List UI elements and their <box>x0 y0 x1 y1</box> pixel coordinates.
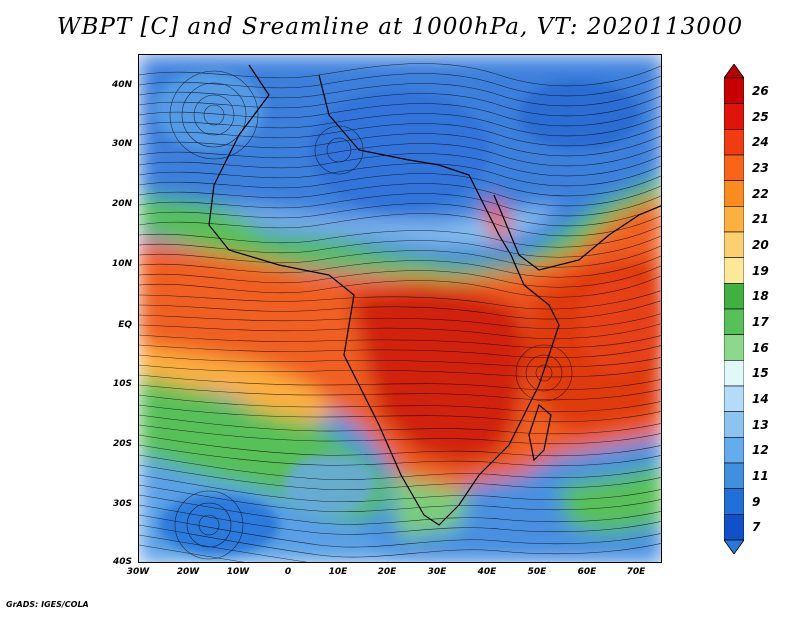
colorbar-bottom-arrow <box>724 539 744 554</box>
colorbar-swatch <box>724 514 744 541</box>
colorbar-label: 18 <box>752 289 769 304</box>
lat-tick-label: 30N <box>111 139 132 149</box>
colorbar-swatch <box>724 283 744 310</box>
colorbar-label: 16 <box>752 340 769 355</box>
lat-tick-label: 10S <box>112 379 132 389</box>
lon-tick-label: 30E <box>427 567 447 577</box>
colorbar-swatch <box>724 334 744 361</box>
colorbar-label: 21 <box>752 212 769 227</box>
colorbar-swatch <box>724 385 744 412</box>
colorbar-label: 25 <box>752 109 769 124</box>
colorbar-label: 23 <box>752 160 769 175</box>
colorbar-label: 15 <box>752 366 769 381</box>
colorbar-swatch <box>724 154 744 181</box>
lon-tick-label: 30W <box>126 567 150 577</box>
lon-tick-label: 20W <box>176 567 200 577</box>
credit-label: GrADS: IGES/COLA <box>6 600 89 609</box>
lon-tick-label: 10E <box>328 567 348 577</box>
colorbar-swatch <box>724 462 744 489</box>
lon-tick-label: 20E <box>377 567 397 577</box>
lat-tick-label: 40S <box>112 557 132 567</box>
colorbar-label: 20 <box>752 237 769 252</box>
colorbar-top-arrow <box>724 64 744 79</box>
colorbar-swatch <box>724 77 744 104</box>
colorbar-swatch <box>724 308 744 335</box>
lat-tick-label: 10N <box>111 259 132 269</box>
colorbar-swatch <box>724 437 744 464</box>
lat-tick-label: 30S <box>112 499 132 509</box>
lat-tick-label: 20S <box>112 439 132 449</box>
streamlines <box>139 63 661 562</box>
lon-tick-label: 40E <box>477 567 497 577</box>
colorbar-swatch <box>724 129 744 156</box>
lon-tick-label: 0 <box>284 567 292 577</box>
map-canvas <box>139 55 661 562</box>
colorbar-label: 22 <box>752 186 769 201</box>
lon-tick-label: 60E <box>577 567 597 577</box>
colorbar-swatch <box>724 180 744 207</box>
colorbar-swatch <box>724 103 744 130</box>
colorbar <box>724 64 744 554</box>
lon-tick-label: 10W <box>226 567 250 577</box>
colorbar-swatch <box>724 206 744 233</box>
coastlines <box>208 64 661 526</box>
colorbar-label: 26 <box>752 83 769 98</box>
colorbar-label: 13 <box>752 417 769 432</box>
colorbar-label: 24 <box>752 135 769 150</box>
colorbar-swatch <box>724 488 744 515</box>
colorbar-label: 9 <box>752 494 761 509</box>
lon-tick-label: 50E <box>527 567 547 577</box>
lat-tick-label: 20N <box>111 199 132 209</box>
lon-tick-label: 70E <box>626 567 646 577</box>
colorbar-label: 17 <box>752 314 769 329</box>
lat-tick-label: EQ <box>118 320 132 330</box>
colorbar-label: 11 <box>752 468 769 483</box>
wbpt-streamline-map <box>138 54 662 563</box>
colorbar-label: 14 <box>752 391 769 406</box>
colorbar-label: 7 <box>752 520 761 535</box>
colorbar-label: 19 <box>752 263 769 278</box>
colorbar-label: 12 <box>752 443 769 458</box>
colorbar-swatch <box>724 411 744 438</box>
map-title: WBPT [C] and Sreamline at 1000hPa, VT: 2… <box>56 14 744 40</box>
lat-tick-label: 40N <box>111 80 132 90</box>
colorbar-swatch <box>724 257 744 284</box>
colorbar-swatch <box>724 231 744 258</box>
colorbar-swatch <box>724 360 744 387</box>
